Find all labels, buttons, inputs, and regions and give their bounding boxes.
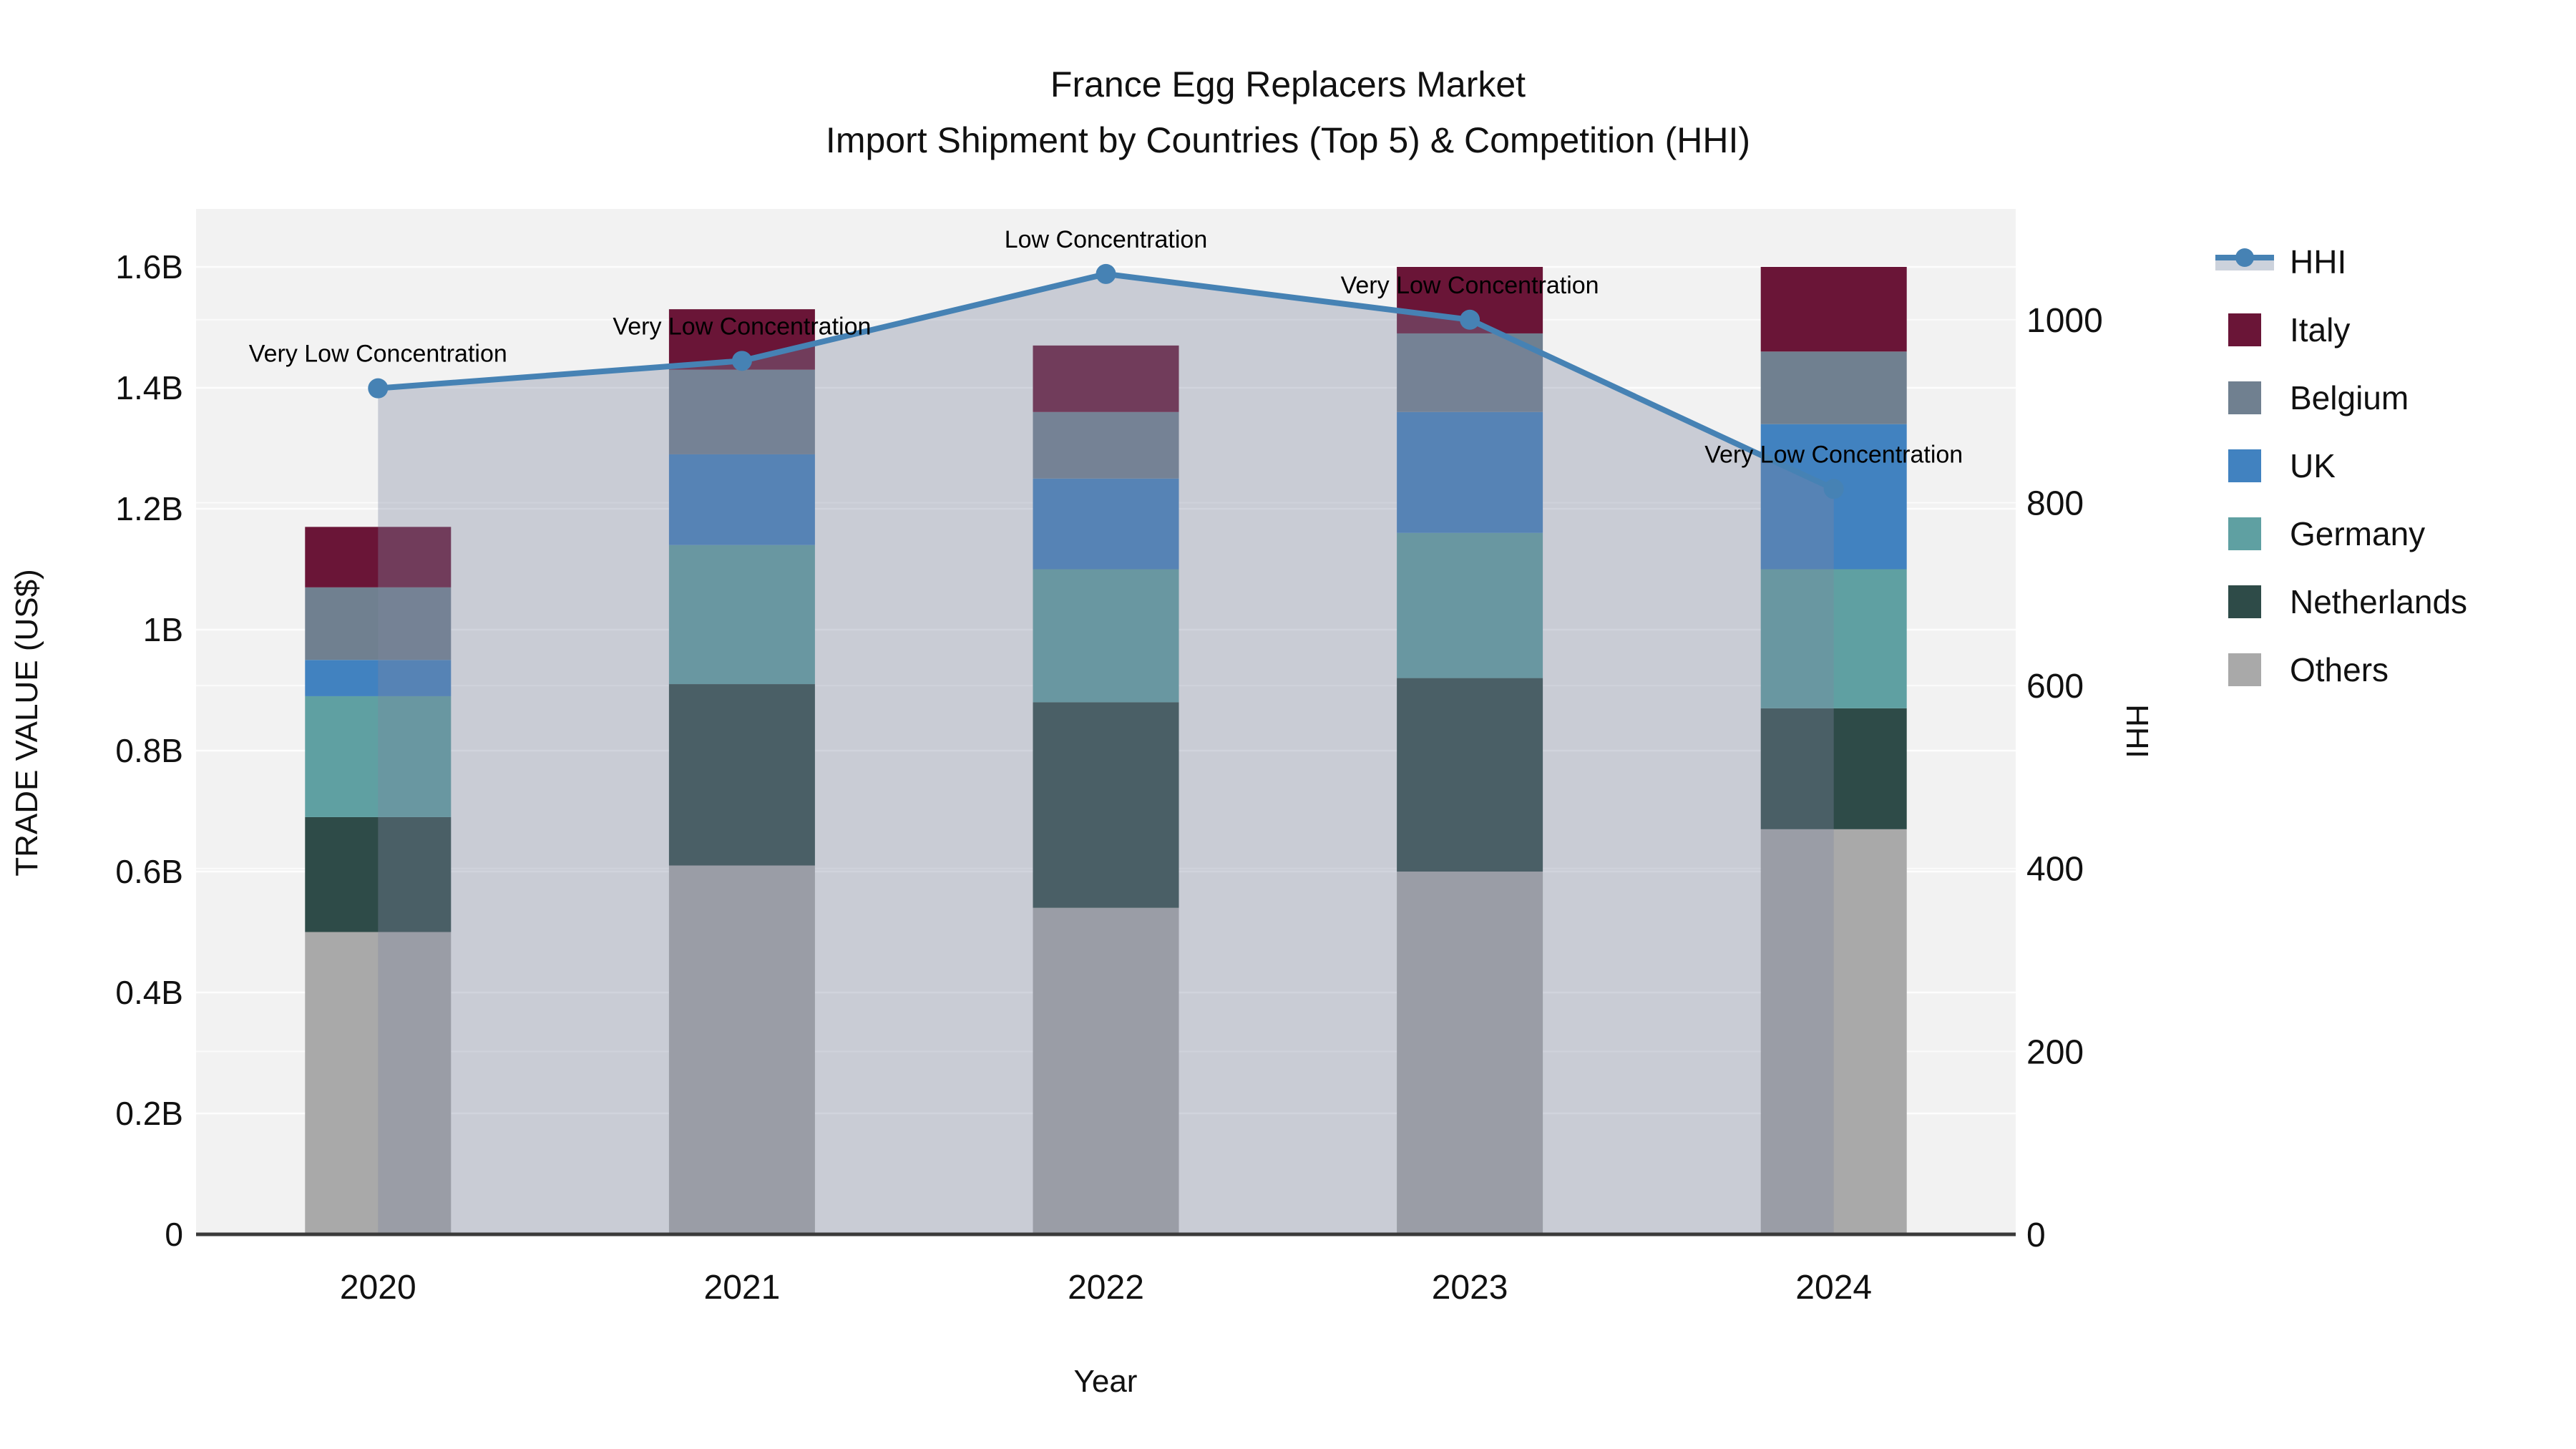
bar-segment-belgium-2022	[1033, 411, 1179, 479]
chart-title-line1: France Egg Replacers Market	[1050, 64, 1526, 104]
y-axis-tick-labels: 0 0.2B 0.4B 0.6B 0.8B 1B 1.2B 1.4B 1.6B	[115, 248, 183, 1253]
legend-label-italy: Italy	[2290, 311, 2351, 348]
hhi-marker-2023	[1460, 309, 1480, 330]
legend-item-others: Others	[2215, 635, 2467, 703]
y2-tick-600: 600	[2026, 668, 2084, 706]
legend-item-italy: Italy	[2215, 296, 2467, 364]
y-tick-0.6B: 0.6B	[115, 853, 183, 890]
legend-hhi-line-icon	[2215, 243, 2274, 280]
legend-item-belgium: Belgium	[2215, 364, 2467, 431]
bar-segment-others-2021	[668, 865, 815, 1234]
legend-item-netherlands: Netherlands	[2215, 567, 2467, 635]
x-tick-2022: 2022	[1068, 1269, 1144, 1307]
legend-label-hhi: HHI	[2290, 243, 2347, 280]
y-tick-0.8B: 0.8B	[115, 732, 183, 769]
bar-segment-netherlands-2023	[1397, 678, 1543, 872]
x-tick-2024: 2024	[1795, 1269, 1872, 1307]
y2-tick-800: 800	[2026, 484, 2084, 522]
bar-segment-others-2023	[1397, 872, 1543, 1234]
hhi-annotations: Very Low Concentration Very Low Concentra…	[249, 226, 1963, 468]
hhi-marker-2021	[731, 351, 752, 371]
legend-label-germany: Germany	[2290, 514, 2426, 552]
legend-swatch-germany	[2228, 517, 2261, 550]
legend-swatch-others	[2228, 653, 2261, 686]
bar-segment-netherlands-2020	[305, 816, 452, 932]
bar-segment-germany-2021	[668, 545, 815, 685]
bar-segment-germany-2024	[1760, 569, 1907, 708]
hhi-area-polygon	[378, 273, 1834, 1234]
bar-segment-netherlands-2021	[668, 684, 815, 866]
bar-segment-italy-2022	[1033, 345, 1179, 412]
hhi-marker-2020	[368, 378, 389, 399]
y-axis-title: TRADE VALUE (US$)	[9, 569, 44, 877]
bar-segment-belgium-2024	[1760, 351, 1907, 424]
chart-title-line2: Import Shipment by Countries (Top 5) & C…	[826, 120, 1750, 160]
bar-segment-belgium-2020	[305, 587, 452, 660]
annotation-2020: Very Low Concentration	[249, 341, 507, 368]
legend-swatch-belgium	[2228, 381, 2261, 414]
annotation-2024: Very Low Concentration	[1704, 441, 1963, 468]
y2-tick-200: 200	[2026, 1033, 2084, 1071]
legend-label-others: Others	[2290, 650, 2389, 688]
legend-swatch-uk	[2228, 449, 2261, 482]
y2-tick-400: 400	[2026, 851, 2084, 889]
y-tick-0.2B: 0.2B	[115, 1095, 183, 1132]
legend-item-hhi: HHI	[2215, 228, 2467, 296]
bar-segment-germany-2023	[1397, 532, 1543, 678]
y-tick-1.4B: 1.4B	[115, 369, 183, 406]
y-tick-0: 0	[165, 1216, 183, 1253]
legend-item-uk: UK	[2215, 431, 2467, 499]
legend-swatch-netherlands	[2228, 585, 2261, 618]
annotation-2021: Very Low Concentration	[613, 313, 871, 340]
legend-label-uk: UK	[2290, 447, 2336, 484]
y-tick-1B: 1B	[143, 611, 183, 648]
x-axis-title: Year	[1074, 1364, 1138, 1399]
annotation-2023: Very Low Concentration	[1341, 272, 1599, 299]
bar-segment-belgium-2023	[1397, 333, 1543, 412]
bar-segment-uk-2022	[1033, 478, 1179, 570]
legend: HHI Italy Belgium UK Germany Netherlands Other…	[2215, 228, 2467, 703]
annotation-2022: Low Concentration	[1005, 226, 1208, 253]
hhi-marker-2022	[1096, 263, 1116, 284]
hhi-marker-2024	[1823, 479, 1844, 499]
bar-segment-germany-2022	[1033, 569, 1179, 703]
bar-segment-italy-2020	[305, 527, 452, 587]
x-tick-2021: 2021	[704, 1269, 781, 1307]
y2-axis-tick-labels: 0 200 400 600 800 1000	[2026, 302, 2103, 1254]
legend-label-netherlands: Netherlands	[2290, 582, 2468, 620]
bar-segment-netherlands-2022	[1033, 702, 1179, 908]
y2-tick-1000: 1000	[2026, 302, 2103, 340]
stacked-bars	[305, 267, 1907, 1234]
bar-segment-netherlands-2024	[1760, 708, 1907, 829]
hhi-line	[368, 263, 1844, 499]
legend-swatch-italy	[2228, 313, 2261, 346]
y2-axis-title: HHI	[2119, 704, 2155, 758]
bar-segment-others-2020	[305, 932, 452, 1234]
bar-segment-belgium-2021	[668, 369, 815, 454]
x-tick-2020: 2020	[340, 1269, 416, 1307]
x-tick-2023: 2023	[1432, 1269, 1508, 1307]
y-tick-1.6B: 1.6B	[115, 248, 183, 286]
bar-segment-uk-2023	[1397, 411, 1543, 533]
bar-segment-italy-2024	[1760, 267, 1907, 352]
bar-segment-uk-2021	[668, 454, 815, 545]
x-axis-tick-labels: 2020 2021 2022 2023 2024	[340, 1269, 1872, 1307]
y-tick-1.2B: 1.2B	[115, 490, 183, 527]
hhi-area-fill	[378, 273, 1834, 1234]
y2-tick-0: 0	[2026, 1216, 2046, 1254]
legend-label-belgium: Belgium	[2290, 379, 2409, 416]
y-tick-0.4B: 0.4B	[115, 974, 183, 1011]
bar-segment-others-2022	[1033, 907, 1179, 1234]
legend-item-germany: Germany	[2215, 499, 2467, 567]
bar-segment-uk-2020	[305, 660, 452, 696]
bar-segment-others-2024	[1760, 829, 1907, 1234]
bar-segment-germany-2020	[305, 696, 452, 817]
